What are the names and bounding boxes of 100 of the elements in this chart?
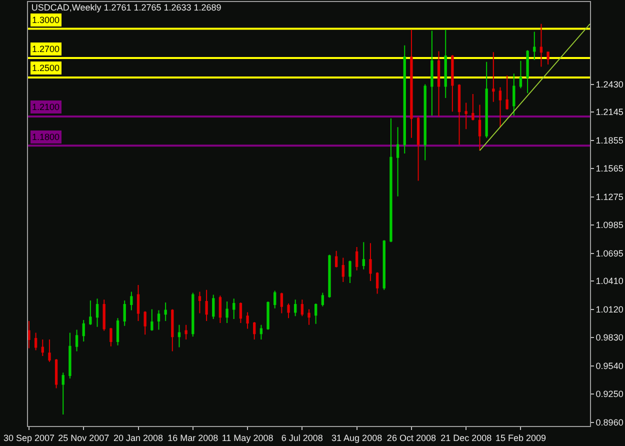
- candlestick: [300, 299, 304, 317]
- candlestick: [334, 250, 338, 268]
- candlestick: [205, 289, 208, 322]
- x-tick-label: 20 Jan 2008: [113, 432, 164, 443]
- candlestick: [192, 292, 194, 338]
- candlestick: [130, 291, 133, 311]
- candlestick: [110, 327, 112, 347]
- y-tick-label: 1.1565: [596, 164, 624, 174]
- y-tick-label: 1.2430: [596, 79, 624, 90]
- candlestick: [102, 299, 106, 332]
- candlestick: [396, 126, 400, 197]
- candlestick: [239, 302, 242, 324]
- candlestick: [218, 295, 222, 324]
- candlestick: [390, 118, 392, 243]
- candlestick: [472, 94, 474, 121]
- candlestick: [416, 116, 420, 182]
- candlestick: [526, 50, 529, 94]
- x-tick-label: 16 Mar 2008: [168, 432, 218, 443]
- candlestick: [478, 104, 482, 152]
- candlestick: [136, 284, 140, 322]
- candlestick: [410, 29, 413, 138]
- candlestick: [89, 300, 92, 326]
- chart-title: USDCAD,Weekly 1.2761 1.2765 1.2633 1.2689: [31, 2, 222, 12]
- candlestick: [232, 298, 236, 320]
- candlestick: [458, 84, 461, 146]
- candlestick: [75, 329, 78, 352]
- candlestick: [369, 242, 372, 282]
- candlestick: [184, 324, 188, 340]
- x-tick-label: 21 Dec 2008: [440, 432, 492, 443]
- candlestick: [506, 75, 508, 110]
- candlestick: [144, 310, 146, 336]
- candlestick: [116, 318, 120, 346]
- candlestick: [68, 332, 72, 379]
- candlestick: [274, 290, 276, 309]
- y-tick-label: 1.1275: [596, 192, 624, 202]
- y-tick-label: 0.9540: [596, 360, 624, 371]
- candlestick: [546, 51, 550, 66]
- candlestick: [437, 50, 440, 117]
- y-tick-label: 1.0120: [596, 304, 624, 314]
- candlestick: [355, 246, 358, 271]
- candlestick: [280, 292, 284, 314]
- candlestick: [492, 52, 495, 102]
- candlestick: [150, 308, 154, 332]
- candlestick: [96, 298, 99, 328]
- candlestick: [382, 240, 386, 290]
- candlestick: [171, 308, 174, 352]
- candlestick: [451, 54, 454, 112]
- y-tick-label: 0.8960: [596, 417, 624, 428]
- candlestick: [41, 339, 44, 357]
- candlestick: [28, 320, 30, 349]
- candlestick: [226, 301, 228, 324]
- y-tick-label: 1.0695: [596, 248, 624, 258]
- x-tick-label: 30 Sep 2007: [3, 432, 55, 443]
- candlestick: [533, 31, 536, 60]
- candlestick: [34, 332, 38, 351]
- candlestick: [294, 299, 297, 317]
- candlestick: [328, 254, 331, 298]
- y-tick-label: 1.2145: [596, 107, 624, 118]
- candlestick: [342, 257, 344, 283]
- candlestick: [198, 291, 202, 314]
- candlestick: [464, 102, 468, 130]
- candlestick: [444, 29, 447, 98]
- candlestick: [157, 310, 160, 330]
- x-tick-label: 6 Jul 2008: [281, 432, 323, 443]
- x-tick-label: 25 Nov 2007: [58, 432, 110, 443]
- candlestick: [164, 302, 167, 322]
- candlestick: [123, 300, 126, 326]
- candlestick: [212, 294, 215, 320]
- candlestick: [62, 372, 64, 416]
- y-tick-label: 1.1855: [596, 135, 624, 146]
- candlestick: [246, 312, 249, 330]
- candlestick: [54, 358, 58, 389]
- candlestick: [260, 324, 263, 340]
- candlestick: [430, 30, 434, 116]
- candlestick: [321, 292, 324, 307]
- x-tick-label: 31 Aug 2008: [332, 432, 382, 443]
- candlestick: [424, 84, 426, 161]
- candlestick: [519, 60, 522, 89]
- candlestick: [314, 302, 318, 324]
- x-tick-label: 15 Feb 2009: [495, 432, 546, 443]
- candlestick: [178, 324, 181, 348]
- candlestick: [348, 260, 352, 284]
- y-tick-label: 1.0410: [596, 276, 624, 286]
- candlestick: [287, 302, 290, 319]
- candlestick: [308, 308, 310, 326]
- candlestick: [540, 23, 543, 68]
- x-tick-label: 26 Oct 2008: [386, 432, 436, 443]
- candlestick: [403, 44, 406, 154]
- candlestick: [362, 242, 365, 270]
- y-tick-label: 0.9830: [596, 332, 624, 343]
- candlestick: [376, 272, 379, 294]
- candlestick: [512, 73, 516, 116]
- candlestick: [48, 339, 51, 362]
- candlestick: [485, 61, 488, 138]
- y-tick-label: 1.0985: [596, 220, 624, 230]
- y-tick-label: 0.9250: [596, 389, 624, 400]
- candlestick: [266, 301, 270, 330]
- candlestick: [253, 321, 256, 340]
- candlestick: [82, 320, 85, 342]
- x-tick-label: 11 May 2008: [222, 432, 274, 443]
